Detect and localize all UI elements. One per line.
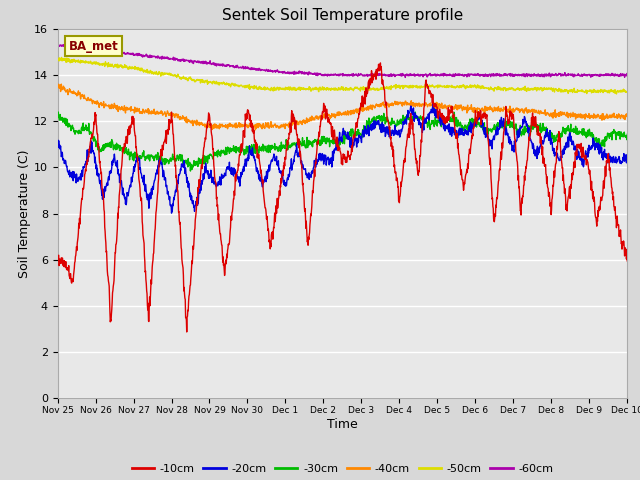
Text: BA_met: BA_met	[69, 40, 119, 53]
Legend: -10cm, -20cm, -30cm, -40cm, -50cm, -60cm: -10cm, -20cm, -30cm, -40cm, -50cm, -60cm	[127, 459, 557, 478]
Y-axis label: Soil Temperature (C): Soil Temperature (C)	[18, 149, 31, 278]
X-axis label: Time: Time	[327, 418, 358, 431]
Title: Sentek Soil Temperature profile: Sentek Soil Temperature profile	[222, 9, 463, 24]
